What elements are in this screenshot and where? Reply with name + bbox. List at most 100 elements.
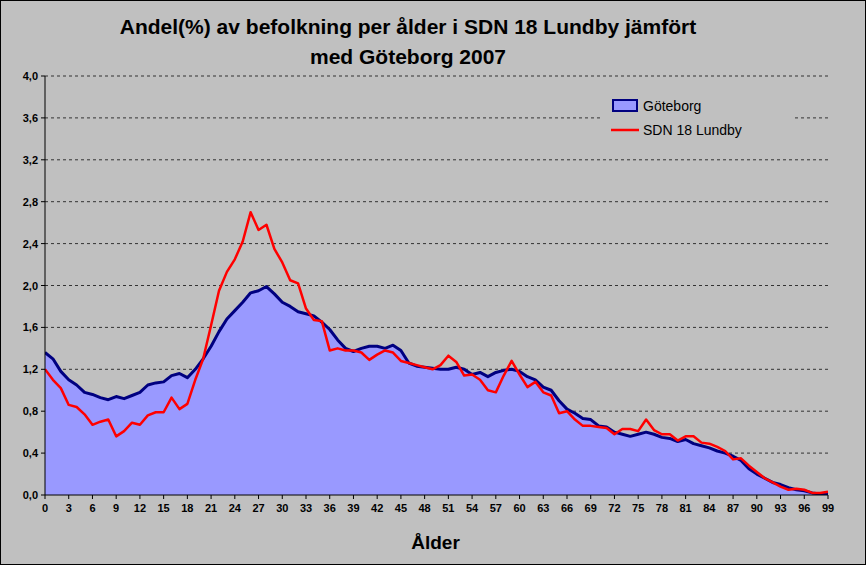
grid-line [45,76,828,77]
y-tick-label: 1,2 [23,363,38,375]
x-tick [756,495,757,499]
legend-swatch [613,100,637,111]
x-tick-label: 21 [205,502,217,514]
x-tick [68,495,69,499]
title: Andel(%) av befolkning per ålder i SDN 1… [120,15,696,68]
legend-label: SDN 18 Lundby [643,122,742,138]
y-tick [41,327,45,328]
x-tick [828,495,829,499]
x-tick-label: 87 [727,502,739,514]
x-tick [92,495,93,499]
y-tick-label: 3,2 [23,154,38,166]
x-tick [306,495,307,499]
x-tick [590,495,591,499]
x-tick-label: 36 [324,502,336,514]
legend-background [603,90,793,148]
y-tick [41,117,45,118]
x-tick-label: 57 [490,502,502,514]
x-tick [685,495,686,499]
y-tick-label: 2,4 [23,238,39,250]
x-tick [163,495,164,499]
y-tick [41,159,45,160]
y-tick-label: 0,0 [23,489,38,501]
x-tick [424,495,425,499]
x-tick-label: 69 [585,502,597,514]
line [45,212,828,493]
x-axis-label: Ålder [411,532,460,553]
x-tick-label: 93 [774,502,786,514]
x-tick [139,495,140,499]
x-tick-label: 27 [252,502,264,514]
title-line: med Göteborg 2007 [310,45,506,68]
x-tick [543,495,544,499]
x-tick [400,495,401,499]
x-tick [495,495,496,499]
x-tick [282,495,283,499]
y-tick [41,76,45,77]
x-tick [448,495,449,499]
chart-background [1,1,866,565]
x-tick [211,495,212,499]
x-tick [519,495,520,499]
x-tick-label: 42 [371,502,383,514]
y-tick-label: 2,0 [23,280,38,292]
y-tick-label: 1,6 [23,321,38,333]
x-tick [567,495,568,499]
x-tick-label: 99 [822,502,834,514]
x-tick-label: 45 [395,502,407,514]
x-tick-label: 0 [42,502,48,514]
grid-line [45,201,828,202]
x-tick-label: 39 [347,502,359,514]
x-tick [329,495,330,499]
grid-line [45,243,828,244]
x-tick-label: 78 [656,502,668,514]
x-tick-label: 60 [513,502,525,514]
x-tick [614,495,615,499]
y-tick-label: 0,8 [23,405,38,417]
x-tick-label: 63 [537,502,549,514]
legend-swatch [611,129,639,132]
legend-label: Göteborg [643,98,701,114]
x-tick [804,495,805,499]
x-tick-label: 48 [419,502,431,514]
y-tick-label: 0,4 [23,447,39,459]
x-tick-label: 15 [158,502,170,514]
x-tick-label: 84 [703,502,716,514]
y-tick [41,453,45,454]
x-tick [780,495,781,499]
x-tick-label: 72 [608,502,620,514]
x-tick [661,495,662,499]
y-axis [45,76,46,495]
x-tick-label: 18 [181,502,193,514]
y-tick [41,243,45,244]
x-tick [116,495,117,499]
x-tick-label: 66 [561,502,573,514]
grid-line [45,159,828,160]
x-tick-label: 9 [113,502,119,514]
y-tick-label: 2,8 [23,196,38,208]
legend: Göteborg SDN 18 Lundby [603,90,793,148]
y-tick-label: 4,0 [23,70,38,82]
x-tick [187,495,188,499]
x-tick [377,495,378,499]
x-tick [638,495,639,499]
x-tick [45,495,46,499]
x-tick-label: 33 [300,502,312,514]
x-tick-label: 54 [466,502,479,514]
x-tick-label: 96 [798,502,810,514]
area-fill [45,287,828,495]
x-tick-label: 30 [276,502,288,514]
x-tick [258,495,259,499]
title-line: Andel(%) av befolkning per ålder i SDN 1… [120,15,696,38]
x-tick-label: 6 [89,502,95,514]
y-tick [41,411,45,412]
x-tick-label: 24 [229,502,242,514]
y-tick [41,369,45,370]
x-tick-label: 81 [680,502,692,514]
x-tick [733,495,734,499]
x-tick [353,495,354,499]
y-tick-label: 3,6 [23,112,38,124]
area-outline [45,287,828,494]
x-tick-label: 3 [66,502,72,514]
x-tick-label: 90 [751,502,763,514]
